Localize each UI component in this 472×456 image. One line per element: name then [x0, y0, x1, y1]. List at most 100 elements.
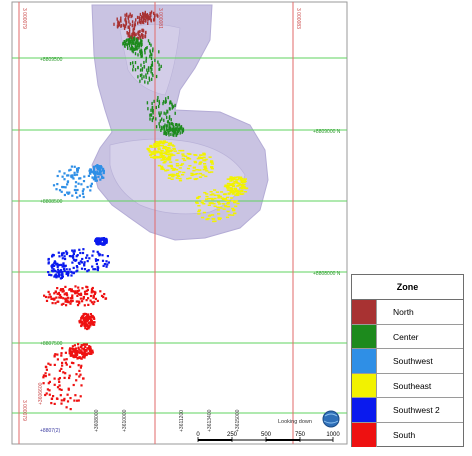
drillhole-mark [81, 192, 85, 195]
drillhole-mark [79, 319, 82, 322]
drillhole-mark [207, 215, 211, 217]
drillhole-mark [82, 296, 85, 299]
drillhole-mark [64, 351, 67, 354]
drillhole-mark [82, 195, 85, 199]
drillhole-mark [80, 357, 83, 360]
drillhole-mark [52, 184, 56, 187]
drillhole-mark [69, 347, 72, 350]
drillhole-mark [76, 170, 79, 174]
drillhole-mark [195, 169, 199, 171]
drillhole-mark [89, 189, 92, 192]
drillhole-mark [57, 378, 60, 381]
drillhole-mark [193, 160, 197, 163]
drillhole-mark [134, 68, 137, 72]
drillhole-mark [224, 184, 228, 186]
drillhole-mark [165, 97, 167, 101]
drillhole-mark [56, 358, 59, 361]
drillhole-mark [175, 177, 179, 179]
drillhole-mark [145, 73, 147, 77]
drillhole-mark [53, 261, 56, 264]
drillhole-mark [138, 20, 141, 24]
drillhole-mark [172, 127, 174, 131]
drillhole-mark [56, 386, 60, 389]
drillhole-mark [202, 152, 206, 155]
drillhole-mark [75, 255, 78, 258]
drillhole-mark [57, 293, 60, 296]
drillhole-mark [77, 343, 80, 346]
drillhole-mark [74, 181, 78, 184]
drillhole-mark [60, 354, 63, 357]
drillhole-mark [74, 290, 77, 293]
drillhole-mark [99, 165, 102, 168]
drillhole-mark [144, 34, 147, 38]
drillhole-mark [99, 241, 102, 244]
drillhole-mark [226, 210, 230, 213]
drillhole-mark [202, 156, 206, 159]
drillhole-mark [173, 129, 175, 133]
drillhole-mark [157, 96, 159, 100]
drillhole-mark [159, 125, 161, 129]
drillhole-mark [82, 188, 85, 191]
drillhole-mark [235, 178, 239, 181]
drillhole-mark [232, 209, 236, 212]
drillhole-mark [68, 348, 71, 351]
zone-southwest [52, 164, 105, 199]
drillhole-mark [159, 119, 161, 123]
drillhole-mark [56, 292, 59, 295]
drillhole-mark [213, 197, 217, 200]
drillhole-mark [68, 255, 71, 258]
drillhole-mark [67, 174, 70, 177]
drillhole-mark [204, 168, 208, 170]
drillhole-mark [47, 271, 50, 274]
drillhole-mark [133, 23, 135, 27]
drillhole-mark [81, 356, 84, 359]
drillhole-mark [126, 38, 128, 42]
drillhole-mark [170, 128, 172, 132]
drillhole-mark [107, 261, 110, 264]
drillhole-mark [68, 374, 71, 377]
drillhole-mark [147, 81, 149, 85]
drillhole-mark [127, 32, 129, 36]
drillhole-mark [198, 176, 203, 178]
drillhole-mark [192, 166, 196, 169]
drillhole-mark [148, 68, 150, 72]
drillhole-mark [65, 268, 68, 271]
drillhole-mark [158, 111, 160, 115]
drillhole-mark [74, 347, 77, 350]
drillhole-mark [237, 190, 241, 192]
drillhole-mark [116, 25, 119, 29]
drillhole-mark [146, 101, 149, 105]
drillhole-mark [60, 303, 63, 306]
drillhole-mark [226, 182, 230, 185]
drillhole-mark [93, 300, 96, 303]
legend-swatch-southeast [352, 373, 377, 397]
drillhole-mark [166, 159, 170, 161]
drillhole-mark [234, 205, 238, 208]
drillhole-mark [160, 64, 162, 68]
drillhole-mark [91, 265, 94, 268]
drillhole-mark [60, 252, 64, 255]
drillhole-mark [76, 291, 79, 294]
drillhole-mark [169, 107, 171, 111]
drillhole-mark [204, 158, 208, 161]
drillhole-mark [86, 347, 89, 350]
drillhole-mark [226, 184, 231, 186]
bottom-tick-2: +3608000 [94, 409, 100, 432]
drillhole-mark [83, 351, 86, 354]
drillhole-mark [133, 38, 136, 42]
drillhole-mark [193, 178, 197, 180]
drillhole-mark [163, 141, 167, 144]
drillhole-mark [98, 254, 101, 257]
drillhole-mark [128, 44, 131, 48]
drillhole-mark [89, 317, 92, 320]
drillhole-mark [171, 122, 174, 126]
drillhole-mark [203, 163, 207, 165]
drillhole-mark [103, 263, 106, 266]
drillhole-mark [166, 120, 169, 124]
drillhole-mark [232, 191, 236, 194]
drillhole-mark [167, 156, 171, 159]
drillhole-mark [149, 54, 151, 58]
scale-tick-750: 750 [295, 432, 306, 438]
drillhole-mark [232, 178, 236, 180]
drillhole-mark [132, 68, 134, 72]
